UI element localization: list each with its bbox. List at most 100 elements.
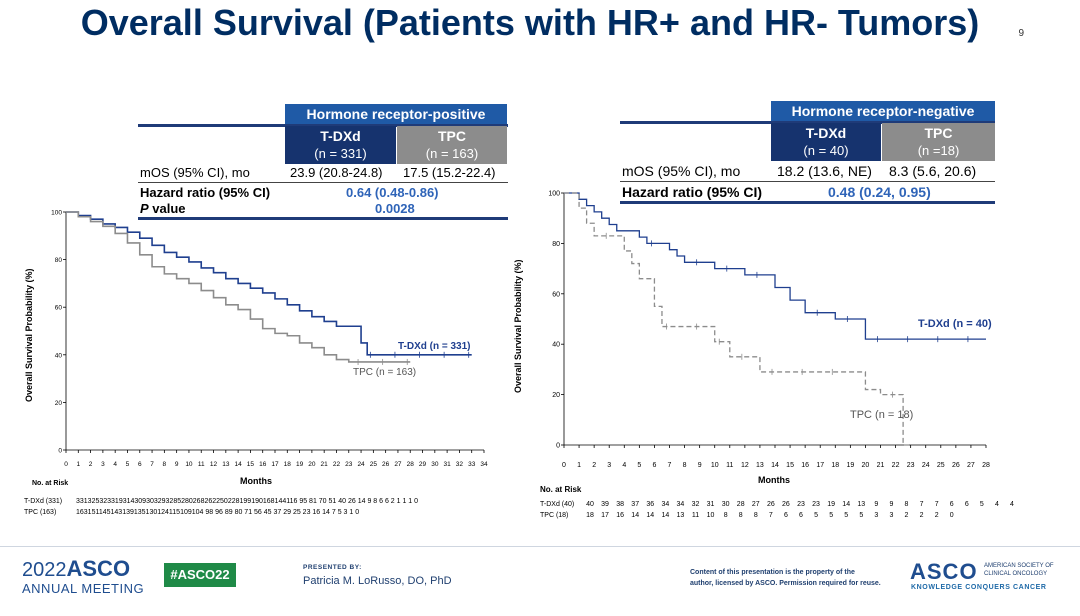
x-tick-label: 17 [816, 462, 824, 469]
risk-count: 30 [721, 501, 730, 508]
risk-count: 2 [934, 512, 939, 519]
tdxd-arm-n: (n = 331) [314, 146, 367, 161]
x-tick-label: 3 [607, 462, 611, 469]
x-tick-label: 25 [370, 461, 378, 468]
risk-count: 9 [889, 501, 894, 508]
x-tick-label: 4 [622, 462, 626, 469]
risk-count: 23 [812, 501, 820, 508]
hr-positive-x-axis-title: Months [240, 476, 272, 486]
risk-count: 13 [676, 512, 685, 519]
tdxd-arm-n: (n = 40) [803, 143, 849, 158]
disclaimer-line-1: Content of this presentation is the prop… [690, 569, 855, 576]
tpc-survival-curve [66, 211, 411, 363]
risk-count: 7 [934, 501, 939, 508]
risk-count: 17 [601, 512, 609, 519]
mos-label: mOS (95% CI), mo [140, 165, 250, 180]
x-tick-label: 10 [711, 462, 719, 469]
x-tick-label: 5 [126, 461, 130, 468]
risk-count: 0 [949, 512, 954, 519]
tpc-arm-label: TPC [438, 128, 466, 144]
hr-negative-tdxd-column-header: T-DXd (n = 40) [771, 123, 881, 161]
society-name: AMERICAN SOCIETY OF CLINICAL ONCOLOGY [984, 562, 1054, 578]
x-tick-label: 21 [321, 461, 329, 468]
hr-negative-top-rule [620, 121, 995, 124]
hr-negative-x-axis-title: Months [758, 475, 790, 485]
risk-count: 6 [799, 512, 803, 519]
x-tick-label: 8 [683, 462, 687, 469]
y-tick-label: 60 [552, 291, 560, 298]
hashtag-badge: #ASCO22 [164, 563, 236, 587]
hr-positive-tpc-curve-label: TPC (n = 163) [353, 367, 417, 378]
risk-count: 8 [723, 512, 728, 519]
hr-negative-y-axis-title: Overall Survival Probability (%) [513, 259, 523, 393]
y-tick-label: 100 [51, 210, 62, 217]
risk-count: 16 [616, 512, 625, 519]
p-letter: P [140, 201, 149, 216]
p-value: 0.0028 [375, 201, 415, 216]
x-tick-label: 9 [698, 462, 702, 469]
tdxd-arm-label: T-DXd [320, 128, 361, 144]
risk-count: 31 [706, 501, 715, 508]
hr-positive-tpc-column-header: TPC (n = 163) [397, 126, 507, 164]
tpc-arm-label: TPC [924, 125, 953, 141]
hr-positive-risk-tpc-label: TPC (163) [24, 509, 57, 516]
y-tick-label: 0 [556, 443, 560, 450]
risk-count: 38 [616, 501, 625, 508]
tpc-arm-n: (n = 163) [425, 146, 479, 161]
risk-count: 14 [631, 512, 640, 519]
x-tick-label: 15 [247, 461, 255, 468]
risk-count: 7 [919, 501, 924, 508]
hazard-ratio-value: 0.48 (0.24, 0.95) [828, 184, 931, 200]
p-value-word: value [148, 201, 186, 216]
risk-count: 10 [706, 512, 715, 519]
hazard-ratio-label: Hazard ratio (95% CI) [622, 184, 763, 200]
hr-positive-bottom-rule [138, 217, 508, 220]
x-tick-label: 24 [922, 462, 930, 469]
x-tick-label: 8 [163, 461, 167, 468]
x-tick-label: 2 [592, 462, 596, 469]
x-tick-label: 22 [892, 462, 900, 469]
x-tick-label: 0 [562, 462, 566, 469]
hazard-ratio-value: 0.64 (0.48-0.86) [346, 185, 439, 200]
y-tick-label: 40 [552, 342, 560, 349]
x-tick-label: 30 [431, 461, 439, 468]
x-tick-label: 18 [284, 461, 292, 468]
x-tick-label: 21 [877, 462, 885, 469]
mos-tpc-value: 17.5 (15.2-22.4) [403, 165, 496, 180]
x-tick-label: 20 [862, 462, 870, 469]
risk-count: 23 [797, 501, 805, 508]
x-tick-label: 6 [138, 461, 142, 468]
risk-count: 36 [646, 501, 655, 508]
y-tick-label: 20 [552, 392, 560, 399]
hr-negative-risk-tpc-row: 18 17 16 14 14 14 13 11 10 8 8 8 7 6 6 5 5 5 5 3 3 2 2 2 0 [0, 512, 1080, 522]
x-tick-label: 23 [345, 461, 353, 468]
x-tick-label: 19 [846, 462, 854, 469]
x-tick-label: 25 [937, 462, 945, 469]
risk-count: 5 [844, 512, 849, 519]
risk-count: 37 [631, 501, 640, 508]
risk-count: 13 [857, 501, 866, 508]
x-tick-label: 33 [468, 461, 476, 468]
x-tick-label: 2 [89, 461, 93, 468]
x-tick-label: 6 [652, 462, 656, 469]
meeting-org: ASCO [66, 556, 131, 581]
x-tick-label: 14 [771, 462, 779, 469]
x-tick-label: 18 [831, 462, 839, 469]
hr-negative-tdxd-curve-label: T-DXd (n = 40) [918, 318, 992, 330]
x-tick-label: 13 [222, 461, 230, 468]
risk-count: 8 [738, 512, 743, 519]
hr-negative-risk-tpc-label: TPC (18) [540, 512, 569, 519]
risk-count: 14 [661, 512, 670, 519]
x-tick-label: 28 [982, 462, 990, 469]
footer: 2022ASCO ANNUAL MEETING #ASCO22 PRESENTE… [0, 546, 1080, 616]
risk-count: 6 [949, 501, 954, 508]
mos-tpc-value: 8.3 (5.6, 20.6) [889, 163, 977, 179]
risk-count: 14 [842, 501, 851, 508]
tpc-arm-n: (n =18) [917, 143, 960, 158]
meeting-name: ANNUAL MEETING [22, 581, 145, 596]
hr-positive-top-rule [138, 124, 508, 127]
x-tick-label: 1 [76, 461, 80, 468]
y-tick-label: 60 [55, 305, 63, 312]
x-tick-label: 31 [444, 461, 452, 468]
